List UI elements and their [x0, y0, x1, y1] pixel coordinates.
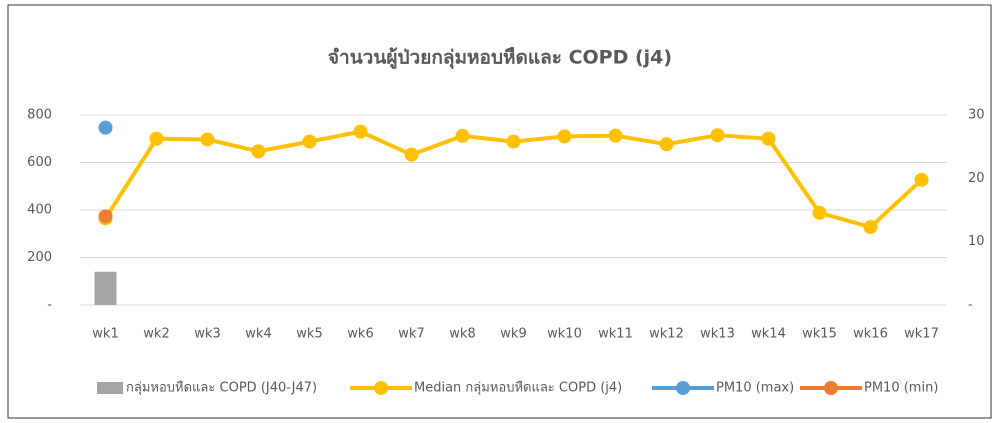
- x-tick-label: wk11: [598, 327, 633, 342]
- x-tick-label: wk5: [296, 327, 322, 342]
- chart-border: [7, 4, 992, 419]
- x-tick-label: wk4: [245, 327, 271, 342]
- point: [608, 128, 623, 143]
- legend-swatch: [97, 382, 123, 394]
- legend-swatch: [676, 381, 690, 395]
- x-tick-label: wk8: [449, 327, 475, 342]
- y-tick-label: -: [47, 298, 52, 313]
- point: [302, 134, 317, 149]
- point: [557, 129, 572, 144]
- y-tick-label: 400: [27, 203, 52, 218]
- point: [200, 132, 215, 147]
- point: [98, 120, 113, 135]
- x-tick-label: wk1: [92, 327, 118, 342]
- x-tick-label: wk7: [398, 327, 424, 342]
- point: [710, 128, 725, 143]
- legend-label: Median กลุ่มหอบหืดและ COPD (j4): [414, 380, 622, 396]
- x-tick-label: wk12: [649, 327, 684, 342]
- point: [812, 205, 827, 220]
- chart-title: จำนวนผู้ป่วยกลุ่มหอบหืดและ COPD (j4): [328, 47, 672, 70]
- y-tick-label: 600: [27, 155, 52, 170]
- point: [761, 131, 776, 146]
- point: [506, 134, 521, 149]
- point: [455, 128, 470, 143]
- legend-swatch: [374, 381, 388, 395]
- x-tick-label: wk10: [547, 327, 582, 342]
- x-tick-label: wk9: [500, 327, 526, 342]
- point: [863, 220, 878, 235]
- y2-tick-label: 20: [968, 171, 985, 186]
- x-tick-label: wk2: [143, 327, 169, 342]
- y2-tick-label: 30: [968, 108, 985, 123]
- y-tick-label: 800: [27, 108, 52, 123]
- x-tick-label: wk13: [700, 327, 735, 342]
- bar: [94, 271, 117, 305]
- point: [149, 131, 164, 146]
- legend-swatch: [824, 381, 838, 395]
- point: [914, 172, 929, 187]
- point: [404, 147, 419, 162]
- x-tick-label: wk3: [194, 327, 220, 342]
- x-tick-label: wk6: [347, 327, 373, 342]
- x-tick-label: wk14: [751, 327, 786, 342]
- y2-tick-label: 10: [968, 234, 985, 249]
- x-tick-label: wk15: [802, 327, 837, 342]
- point: [353, 124, 368, 139]
- y-tick-label: 200: [27, 250, 52, 265]
- point: [251, 144, 266, 159]
- x-tick-label: wk16: [853, 327, 888, 342]
- point: [98, 209, 113, 224]
- legend-label: PM10 (max): [716, 381, 794, 396]
- x-tick-label: wk17: [904, 327, 939, 342]
- legend-label: กลุ่มหอบหืดและ COPD (J40-J47): [126, 380, 317, 396]
- legend-label: PM10 (min): [864, 381, 938, 396]
- point: [659, 137, 674, 152]
- y2-tick-label: -: [968, 298, 973, 313]
